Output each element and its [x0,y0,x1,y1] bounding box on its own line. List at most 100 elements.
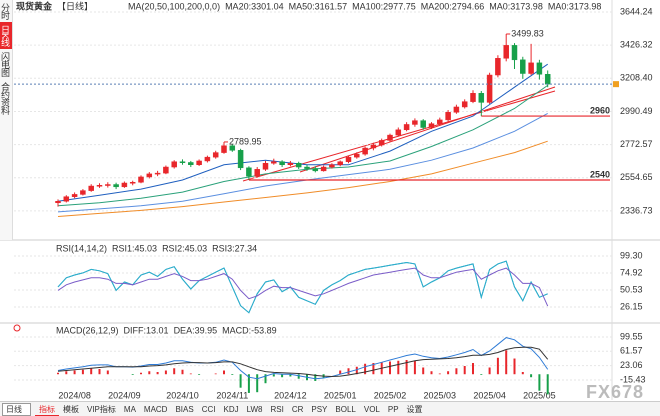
legend-item: MA50:3161.57 [289,1,348,11]
candle-body [329,164,335,168]
indicator-tab[interactable]: KDJ [223,405,239,414]
candle-body [63,196,70,202]
candle-body [420,120,426,128]
macd-line [57,346,549,378]
trend-line [242,90,556,182]
candle-body [129,181,136,184]
candle-body [437,119,443,124]
indicator-tab[interactable]: LW8 [246,405,263,414]
candle-body [536,62,543,75]
candle-body [113,184,119,188]
candle-body [470,93,476,102]
candle-body [461,101,468,108]
y-tick-label: 99.55 [620,331,643,341]
ma-line [57,84,548,207]
indicator-tab[interactable]: VIP指标 [87,405,116,414]
sidebar-tab[interactable]: 闪电图 [0,52,10,77]
candle-body [88,185,94,191]
candle-body [171,161,177,168]
candle-body [55,201,61,204]
indicator-tab[interactable]: 模板 [63,405,79,414]
ma-line [57,140,548,217]
candle-body [370,144,377,149]
legend-item: 【日线】 [57,0,93,11]
indicator-tab[interactable]: BIAS [175,405,194,414]
candle-body [478,93,485,103]
rsi-line [57,267,549,307]
indicator-tab[interactable]: PSY [311,405,328,414]
legend-item: DIFF:13.01 [124,325,169,335]
trend-line [299,86,556,173]
indicator-tab[interactable]: CCI [201,405,216,414]
candle-body [146,173,153,178]
candle-body [304,166,310,169]
indicator-tab[interactable]: 指标 [35,404,59,416]
candle-body [254,169,260,177]
level-label: 2540 [590,169,610,179]
candle-body [312,168,319,172]
candle-body [337,161,343,166]
candle-body [204,156,211,162]
y-tick-label: 74.92 [620,267,643,277]
candle-body [544,74,551,85]
x-tick-label: 2025/05 [523,390,556,400]
indicator-tab[interactable]: PP [387,405,399,414]
indicator-tab[interactable]: BOLL [335,405,356,414]
candle-body [503,45,509,59]
candle-body [71,194,78,197]
x-tick-label: 2024/11 [216,390,248,400]
candle-body [403,124,410,131]
candle-body [154,172,161,175]
candle-body [320,166,327,172]
candle-body [96,185,103,187]
indicator-tab[interactable]: VOL [363,405,380,414]
settings-icon[interactable] [13,324,21,332]
legend-item: 现货黄金 [16,0,53,11]
y-tick-label: 2772.57 [620,139,653,149]
candle-body [262,162,269,170]
y-tick-label: 26.15 [620,301,643,311]
candle-body [495,58,501,76]
legend-item: MACD:-53.89 [222,325,277,335]
indicator-tab[interactable]: MA [123,405,136,414]
sidebar-tab[interactable]: 分时 [0,3,10,19]
period-select[interactable]: 日线 [2,403,31,416]
legend-item: RSI(14,14,2) [56,243,107,253]
x-tick-label: 2024/09 [108,390,141,400]
sidebar-tab[interactable]: 合约资料 [0,82,10,115]
candle-body [387,134,393,141]
legend-item: RSI1:45.03 [112,243,157,253]
x-tick-label: 2024/10 [166,390,199,400]
y-tick-label: 3426.32 [620,40,653,50]
legend-item: MA100:2977.75 [352,1,416,11]
legend-item: MA0:3173.98 [548,1,602,11]
annotation: 2789.95 [229,136,262,146]
sidebar: 分时日K线闪电图合约资料 [0,0,13,240]
annotation: 3499.83 [511,28,544,38]
candle-body [279,161,285,166]
candle-body [428,123,435,128]
level-label: 2960 [590,105,610,115]
y-tick-label: -15.43 [620,374,646,384]
legend-item: MA0:3173.98 [489,1,543,11]
sidebar-tab[interactable]: 日K线 [0,22,12,50]
indicator-tab[interactable]: CR [291,405,304,414]
x-tick-label: 2025/03 [424,390,457,400]
last-price-marker [613,81,619,88]
y-tick-label: 61.57 [620,346,643,356]
y-tick-label: 50.53 [620,284,643,294]
candle-body [188,162,194,166]
legend-item: MA(20,50,100,200,0,0) [128,1,220,11]
indicator-tab[interactable]: 设置 [406,405,423,414]
y-tick-label: 99.30 [620,250,643,260]
macd-line [57,337,549,380]
candle-body [520,59,526,74]
candle-body [121,182,128,188]
candle-body [138,176,144,183]
indicator-tab[interactable]: MACD [143,405,168,414]
indicator-tab[interactable]: RSI [270,405,284,414]
x-tick-label: 2024/12 [274,390,307,400]
candle-body [395,129,402,136]
